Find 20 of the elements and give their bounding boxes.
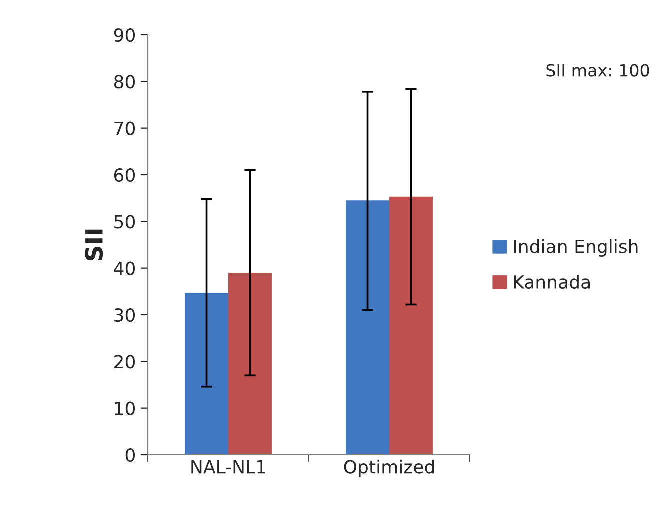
bar: [390, 196, 433, 455]
bar: [185, 293, 228, 455]
legend-label: Kannada: [514, 275, 590, 290]
y-tick-label: 0: [126, 448, 135, 462]
bar: [228, 273, 272, 455]
y-tick-label: 30: [114, 308, 135, 322]
bar: [346, 200, 390, 455]
y-tick-label: 60: [114, 168, 135, 182]
y-tick-label: 90: [114, 28, 135, 42]
y-tick-label: 40: [114, 262, 135, 276]
legend-label: Indian English: [514, 240, 638, 257]
y-axis-title: SII: [85, 230, 104, 261]
y-tick-label: 20: [114, 355, 135, 369]
x-tick-label: Optimized: [344, 460, 434, 478]
x-tick-label: NAL-NL1: [192, 460, 266, 474]
text: SII max: 100: [546, 64, 650, 77]
y-tick-label: 70: [114, 122, 135, 136]
y-tick-label: 10: [115, 402, 135, 416]
y-tick-label: 80: [114, 75, 135, 89]
y-tick-label: 50: [114, 215, 135, 229]
